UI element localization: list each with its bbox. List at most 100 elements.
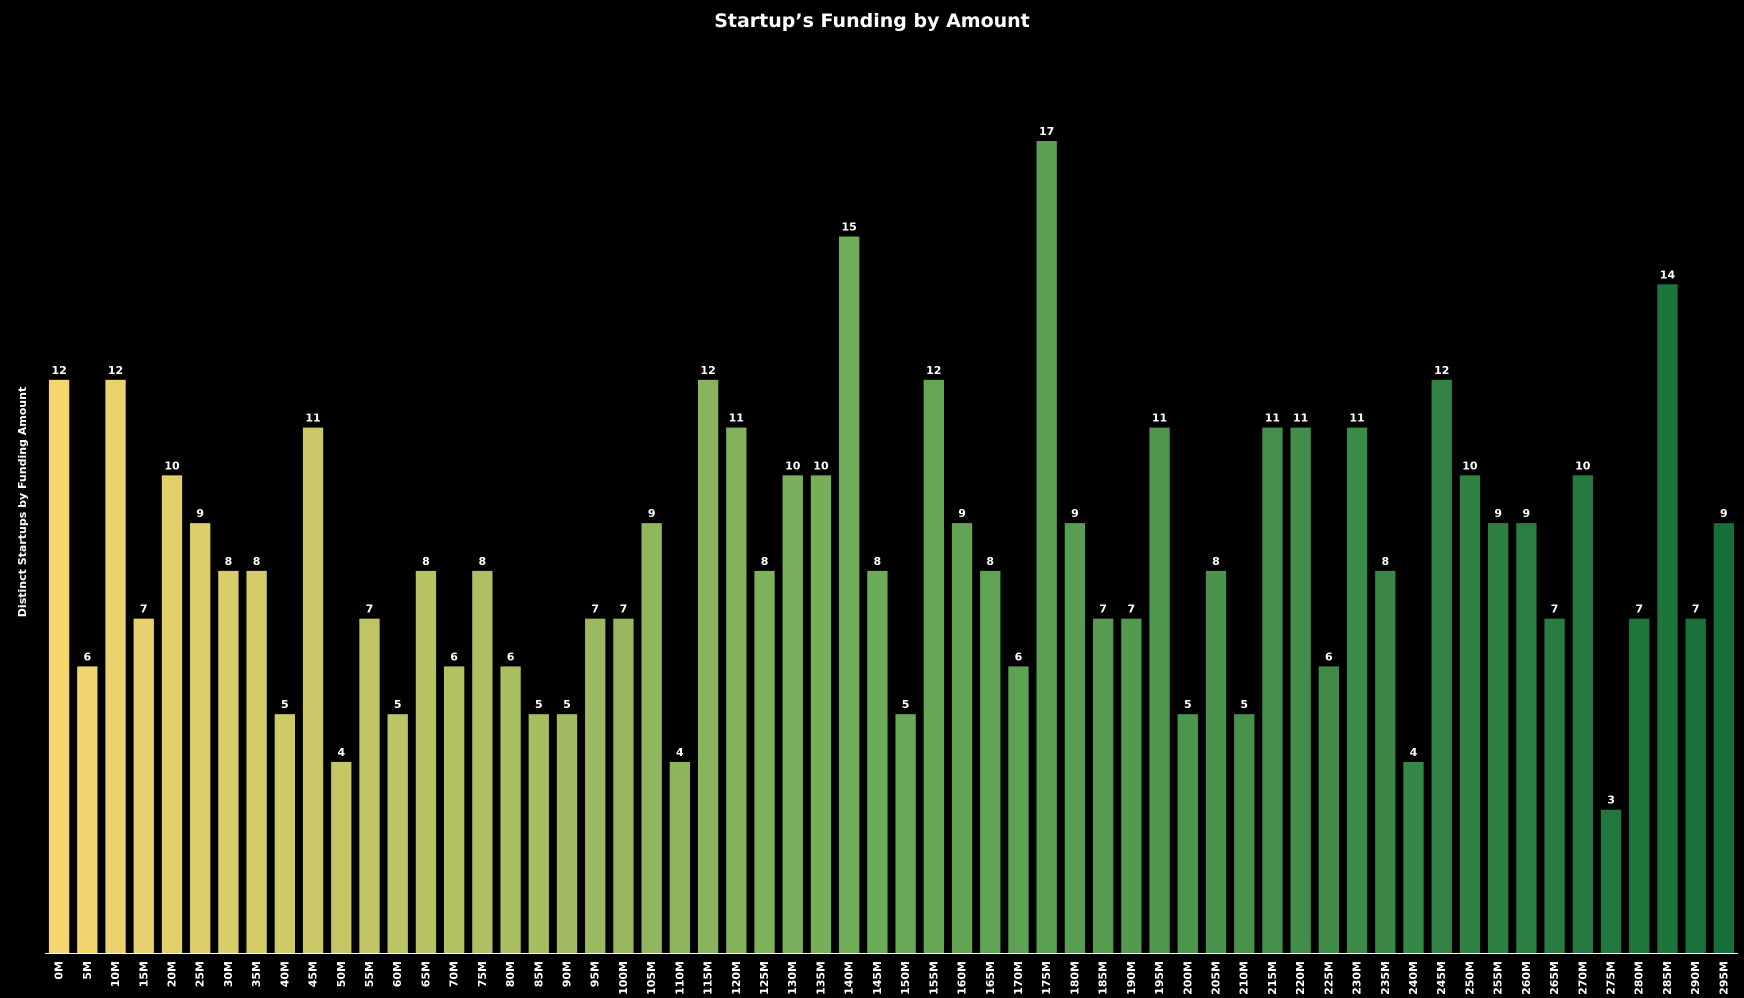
x-tick-label-80M: 80M (504, 961, 517, 987)
x-tick-label-240M: 240M (1407, 961, 1420, 995)
bar-60M (387, 714, 408, 953)
data-label-135M: 10 (813, 459, 829, 472)
data-label-210M: 5 (1240, 698, 1248, 711)
data-label-85M: 5 (535, 698, 543, 711)
bar-295M (1713, 523, 1735, 953)
data-label-60M: 5 (394, 698, 402, 711)
x-tick-label-130M: 130M (786, 961, 799, 995)
bar-185M (1092, 618, 1114, 953)
x-tick-label-255M: 255M (1492, 961, 1505, 995)
bar-95M (585, 618, 606, 953)
data-label-290M: 7 (1692, 603, 1700, 616)
data-label-245M: 12 (1434, 364, 1449, 377)
x-tick-label-215M: 215M (1266, 961, 1279, 995)
data-label-10M: 12 (108, 364, 123, 377)
bar-155M (923, 379, 944, 953)
bar-70M (443, 666, 465, 953)
data-label-240M: 4 (1410, 746, 1418, 759)
bar-140M (839, 236, 860, 953)
data-label-185M: 7 (1099, 603, 1107, 616)
data-label-120M: 11 (729, 412, 744, 425)
x-tick-label-210M: 210M (1238, 961, 1251, 995)
data-label-255M: 9 (1494, 507, 1502, 520)
data-label-160M: 9 (958, 507, 966, 520)
bar-250M (1459, 475, 1481, 953)
bar-215M (1262, 427, 1283, 954)
data-label-190M: 7 (1128, 603, 1136, 616)
x-tick-label-30M: 30M (222, 961, 235, 987)
data-label-55M: 7 (366, 603, 374, 616)
x-tick-label-95M: 95M (589, 961, 602, 987)
bar-130M (782, 475, 803, 953)
bar-240M (1403, 761, 1424, 953)
bar-40M (274, 714, 295, 953)
x-tick-label-20M: 20M (165, 961, 178, 987)
chart-title: Startup’s Funding by Amount (714, 10, 1030, 32)
bar-245M (1431, 379, 1452, 953)
x-tick-label-270M: 270M (1576, 961, 1589, 995)
bar-230M (1346, 427, 1368, 954)
data-label-295M: 9 (1720, 507, 1728, 520)
data-label-220M: 11 (1293, 412, 1308, 425)
data-label-195M: 11 (1152, 412, 1167, 425)
x-tick-label-145M: 145M (871, 961, 884, 995)
bar-290M (1685, 618, 1706, 953)
data-label-230M: 11 (1349, 412, 1364, 425)
x-tick-label-220M: 220M (1294, 961, 1307, 995)
data-label-280M: 7 (1635, 603, 1643, 616)
bar-80M (500, 666, 521, 953)
bar-210M (1234, 714, 1255, 953)
bar-105M (641, 523, 662, 953)
data-label-95M: 7 (591, 603, 599, 616)
bar-145M (867, 570, 888, 953)
x-tick-label-155M: 155M (927, 961, 940, 995)
x-tick-label-165M: 165M (984, 961, 997, 995)
y-axis-label: Distinct Startups by Funding Amount (16, 387, 29, 617)
data-labels-layer: 12 6 12 7 10 9 8 8 5 11 4 7 5 8 6 8 6 5 5 7 7 9 4 12 11 8 10 10 15 8 5… (51, 125, 1727, 807)
bar-15M (133, 618, 154, 953)
data-label-170M: 6 (1015, 650, 1023, 663)
data-label-270M: 10 (1575, 459, 1591, 472)
x-tick-label-190M: 190M (1125, 961, 1138, 995)
bar-270M (1572, 475, 1593, 953)
bar-165M (980, 570, 1001, 953)
bar-85M (528, 714, 549, 953)
data-label-20M: 10 (164, 459, 180, 472)
x-tick-label-85M: 85M (532, 961, 545, 987)
bar-10M (105, 379, 126, 953)
x-tick-label-295M: 295M (1717, 961, 1730, 995)
x-tick-label-60M: 60M (391, 961, 404, 987)
x-tick-label-40M: 40M (278, 961, 291, 987)
bar-225M (1318, 666, 1340, 953)
data-label-25M: 9 (196, 507, 204, 520)
x-tick-labels-layer: 0M 5M 10M 15M 20M 25M 30M 35M 40M 45M 50M 55M 60M 65M… (53, 961, 1731, 995)
x-tick-label-65M: 65M (419, 961, 432, 987)
data-label-165M: 8 (986, 555, 994, 568)
bar-120M (726, 427, 747, 954)
data-label-65M: 8 (422, 555, 430, 568)
x-tick-label-245M: 245M (1435, 961, 1448, 995)
x-tick-label-0M: 0M (53, 961, 66, 980)
x-tick-label-25M: 25M (194, 961, 207, 987)
x-tick-label-110M: 110M (673, 961, 686, 995)
bar-135M (810, 475, 832, 953)
data-label-140M: 15 (842, 221, 857, 234)
x-tick-label-195M: 195M (1153, 961, 1166, 995)
bar-125M (754, 570, 775, 953)
data-label-50M: 4 (337, 746, 345, 759)
data-label-260M: 9 (1523, 507, 1531, 520)
bar-255M (1488, 523, 1509, 953)
x-tick-label-235M: 235M (1379, 961, 1392, 995)
x-tick-label-275M: 275M (1605, 961, 1618, 995)
bar-5M (77, 666, 98, 953)
data-label-105M: 9 (648, 507, 656, 520)
data-label-205M: 8 (1212, 555, 1220, 568)
data-label-75M: 8 (479, 555, 487, 568)
data-label-150M: 5 (902, 698, 910, 711)
data-label-45M: 11 (305, 412, 320, 425)
data-label-40M: 5 (281, 698, 289, 711)
bar-20M (161, 475, 183, 953)
data-label-145M: 8 (874, 555, 882, 568)
data-label-0M: 12 (51, 364, 66, 377)
bar-265M (1544, 618, 1565, 953)
